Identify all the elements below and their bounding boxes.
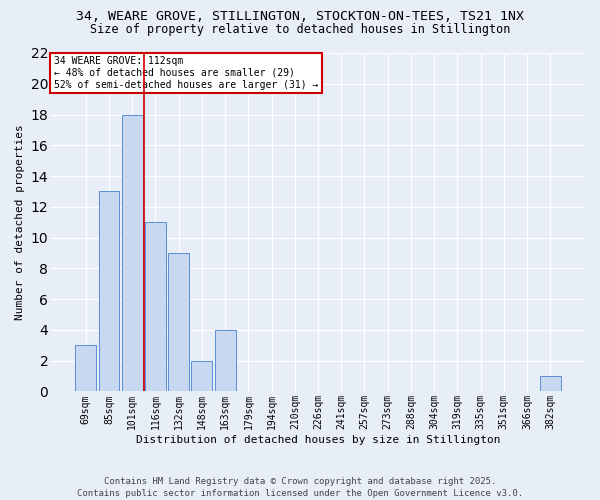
Bar <box>168 253 189 392</box>
Text: 34, WEARE GROVE, STILLINGTON, STOCKTON-ON-TEES, TS21 1NX: 34, WEARE GROVE, STILLINGTON, STOCKTON-O… <box>76 10 524 23</box>
Bar <box>145 222 166 392</box>
Text: Contains HM Land Registry data © Crown copyright and database right 2025.
Contai: Contains HM Land Registry data © Crown c… <box>77 476 523 498</box>
Text: 34 WEARE GROVE: 112sqm
← 48% of detached houses are smaller (29)
52% of semi-det: 34 WEARE GROVE: 112sqm ← 48% of detached… <box>54 56 318 90</box>
Bar <box>215 330 236 392</box>
Bar <box>191 360 212 392</box>
Text: Size of property relative to detached houses in Stillington: Size of property relative to detached ho… <box>90 22 510 36</box>
Y-axis label: Number of detached properties: Number of detached properties <box>15 124 25 320</box>
Bar <box>76 346 96 392</box>
Bar <box>98 192 119 392</box>
Bar <box>122 114 143 392</box>
X-axis label: Distribution of detached houses by size in Stillington: Distribution of detached houses by size … <box>136 435 500 445</box>
Bar <box>540 376 561 392</box>
